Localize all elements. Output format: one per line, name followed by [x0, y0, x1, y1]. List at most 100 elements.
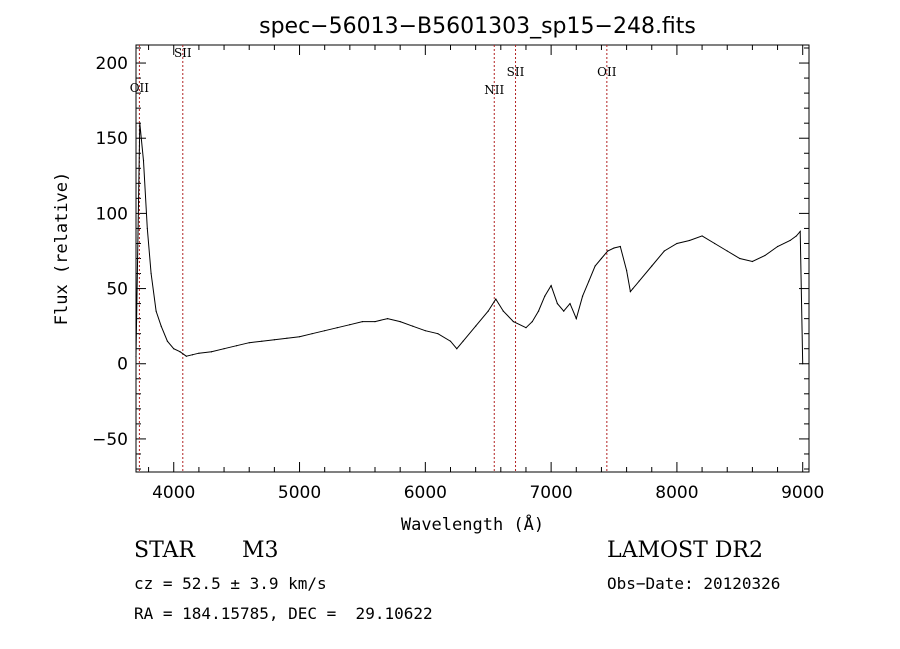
x-tick-label: 9000 [781, 483, 824, 503]
emission-line-label: OII [130, 81, 150, 95]
spectrum-point [495, 298, 497, 300]
spectrum-point [185, 355, 187, 357]
y-tick-label: 0 [117, 355, 128, 375]
spectrum-point [166, 340, 169, 342]
spectrum-point [146, 227, 148, 230]
spectrum-point [512, 321, 514, 323]
spectrum-point [676, 242, 678, 245]
spectrum-point [349, 324, 351, 326]
spectrum-point [799, 230, 801, 233]
spectrum-point [142, 160, 145, 162]
spectrum-point [556, 303, 559, 305]
spectrum-point [179, 351, 181, 353]
spectrum-point [139, 122, 141, 124]
spectrum-point [544, 295, 546, 297]
object-type: STAR [134, 538, 195, 563]
spectrum-point [739, 257, 741, 260]
spectrum-point [135, 355, 137, 357]
spectrum-point [437, 333, 439, 335]
spectrum-point [462, 340, 464, 342]
spectrum-point [629, 290, 631, 293]
x-tick-label: 7000 [529, 483, 572, 503]
spectrum-point [324, 330, 326, 332]
spectrum-point [198, 352, 200, 354]
spectrum-point [588, 280, 590, 282]
spectrum-point [286, 337, 288, 339]
spectrum-point [223, 348, 225, 350]
cz-value: cz = 52.5 ± 3.9 km/s [134, 574, 327, 593]
spectrum-point [248, 342, 250, 344]
x-tick-label: 6000 [404, 483, 447, 503]
spectrum-point [155, 310, 157, 312]
emission-line-label: SII [174, 46, 192, 60]
spectrum-point [688, 239, 691, 242]
spectrum-point [726, 250, 728, 252]
emission-line-label: SII [507, 65, 525, 79]
spectrum-point [594, 265, 596, 267]
spectrum-point [569, 303, 571, 305]
survey-name: LAMOST DR2 [607, 538, 763, 563]
spectrum-line [135, 123, 804, 364]
spectrum-point [386, 318, 389, 320]
y-tick-label: 200 [96, 54, 128, 74]
y-axis-label: Flux (relative) [52, 172, 72, 326]
y-tick-label: 50 [106, 280, 128, 300]
spectrum-point [150, 272, 152, 275]
spectrum-point [374, 321, 376, 323]
spectrum-point [795, 235, 798, 237]
emission-line-label: NII [484, 83, 504, 97]
y-tick-label: 100 [96, 204, 128, 224]
spectrum-point [361, 321, 364, 323]
spectrum-point [663, 250, 665, 252]
spectrum-point [210, 351, 213, 353]
spectrum-point [456, 348, 458, 350]
spectrum-point [192, 354, 194, 356]
spectrum-point [236, 345, 238, 347]
plot-frame [135, 44, 810, 473]
object-subclass: M3 [242, 538, 279, 563]
spectrum-point [751, 260, 753, 263]
spectrum-point [537, 310, 540, 312]
x-tick-label: 4000 [152, 483, 195, 503]
spectrum-point [701, 235, 703, 237]
spectrum-point [475, 325, 477, 327]
spectrum-point [789, 239, 791, 242]
spectrum-point [714, 242, 716, 245]
chart-title: spec−56013−B5601303_sp15−248.fits [259, 14, 696, 39]
x-tick-label: 8000 [655, 483, 698, 503]
spectrum-point [607, 250, 609, 252]
spectrum-point [632, 287, 634, 290]
ra-dec: RA = 184.15785, DEC = 29.10622 [134, 604, 433, 623]
spectrum-point [625, 269, 628, 272]
spectrum-point [311, 333, 313, 335]
y-tick-label: 150 [96, 129, 128, 149]
spectrum-point [412, 325, 414, 327]
spectrum-point [261, 340, 263, 342]
spectrum-point [531, 321, 533, 323]
y-tick-label: −50 [92, 430, 128, 450]
spectrum-point [619, 245, 621, 248]
emission-line-label: OII [597, 65, 617, 79]
x-tick-label: 5000 [278, 483, 321, 503]
x-axis-label: Wavelength (Å) [401, 513, 544, 535]
spectrum-point [563, 310, 565, 312]
obs-date: Obs−Date: 20120326 [607, 574, 781, 593]
spectrum-point [550, 284, 552, 287]
spectrum-point [424, 330, 426, 332]
spectrum-point [502, 310, 504, 312]
spectrum-point [776, 245, 779, 248]
spectrum-point [600, 257, 603, 260]
spectrum-point [336, 327, 338, 329]
spectrum-point [160, 325, 162, 327]
spectrum-point [273, 339, 275, 341]
spectrum-point [525, 327, 527, 329]
spectrum-point [399, 321, 401, 323]
spectrum-point [802, 363, 804, 365]
spectrum-point [581, 295, 584, 297]
spectrum-point [613, 247, 615, 249]
spectrum-point [638, 280, 640, 282]
spectrum-point [487, 310, 489, 312]
spectrum-point [651, 265, 653, 267]
spectrum-point [449, 340, 452, 342]
